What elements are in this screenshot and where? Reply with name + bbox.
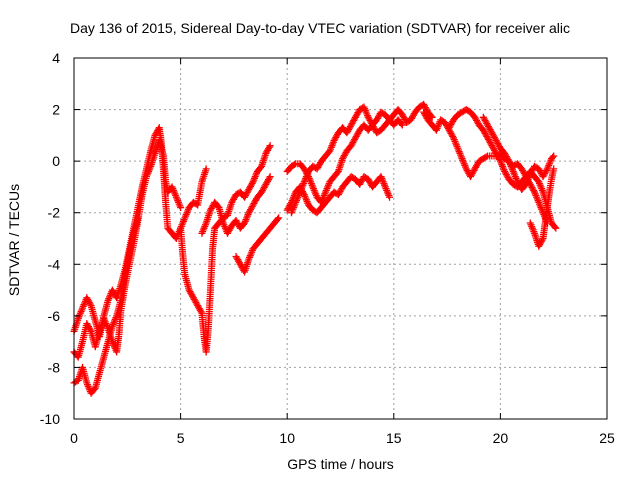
data-point <box>550 152 558 160</box>
data-point <box>287 200 295 208</box>
series-track-13 <box>526 165 558 250</box>
chart-title: Day 136 of 2015, Sidereal Day-to-day VTE… <box>69 20 571 36</box>
series-track-9 <box>283 173 394 217</box>
data-point <box>496 156 504 164</box>
series-track-7 <box>287 100 436 217</box>
x-axis-label: GPS time / hours <box>287 456 394 472</box>
y-tick-label: 0 <box>52 153 60 169</box>
data-point <box>134 214 142 222</box>
data-point <box>550 165 558 173</box>
data-point <box>482 153 490 161</box>
y-tick-label: 2 <box>52 102 60 118</box>
data-point <box>530 187 538 195</box>
data-point <box>333 169 341 177</box>
data-point <box>266 173 274 181</box>
data-point <box>542 166 550 174</box>
series-track-3 <box>70 214 142 397</box>
x-tick-label: 20 <box>493 430 509 446</box>
series-track-6 <box>232 214 283 276</box>
y-tick-label: -10 <box>40 411 60 427</box>
data-point <box>86 326 94 334</box>
series-track-8 <box>283 108 406 206</box>
data-point <box>177 204 185 212</box>
data-point <box>386 193 394 201</box>
data-point <box>214 202 222 210</box>
data-point <box>257 164 265 172</box>
data-point <box>398 121 406 129</box>
data-point <box>265 143 273 151</box>
data-point <box>202 165 210 173</box>
data-point <box>197 308 205 316</box>
x-tick-label: 10 <box>279 430 295 446</box>
data-point <box>538 236 546 244</box>
data-point <box>549 153 557 161</box>
y-tick-label: -4 <box>48 256 61 272</box>
data-point <box>275 214 283 222</box>
data-points <box>70 100 560 397</box>
data-point <box>248 179 256 187</box>
y-axis-label: SDTVAR / TECUs <box>6 183 22 297</box>
x-tick-label: 0 <box>70 430 78 446</box>
data-point <box>427 112 435 120</box>
series-track-4 <box>177 142 274 356</box>
data-point <box>299 189 307 197</box>
y-tick-label: -2 <box>48 205 61 221</box>
axis-ticks: 0 5 10 15 20 25 -10 -8 -6 -4 -2 0 2 4 <box>40 50 615 446</box>
data-point <box>428 113 436 121</box>
data-point <box>449 132 457 140</box>
data-point <box>304 171 312 179</box>
data-point <box>397 120 405 128</box>
data-point <box>86 300 94 308</box>
grid <box>74 58 607 419</box>
plot-frame <box>73 57 608 420</box>
x-tick-label: 15 <box>386 430 402 446</box>
data-point <box>274 215 282 223</box>
series-track-5 <box>198 173 274 237</box>
x-tick-label: 25 <box>599 430 615 446</box>
y-tick-label: -8 <box>48 359 61 375</box>
data-point <box>90 385 98 393</box>
x-tick-label: 5 <box>177 430 185 446</box>
series-track-12 <box>479 113 558 194</box>
data-point <box>266 142 274 150</box>
data-point <box>290 161 298 169</box>
data-point <box>552 224 560 232</box>
series-track-1 <box>70 124 210 340</box>
y-tick-label: -6 <box>48 308 61 324</box>
data-point <box>265 174 273 182</box>
y-tick-label: 4 <box>52 50 60 66</box>
series-track-11 <box>445 106 560 232</box>
data-point <box>504 156 512 164</box>
data-point <box>551 223 559 231</box>
